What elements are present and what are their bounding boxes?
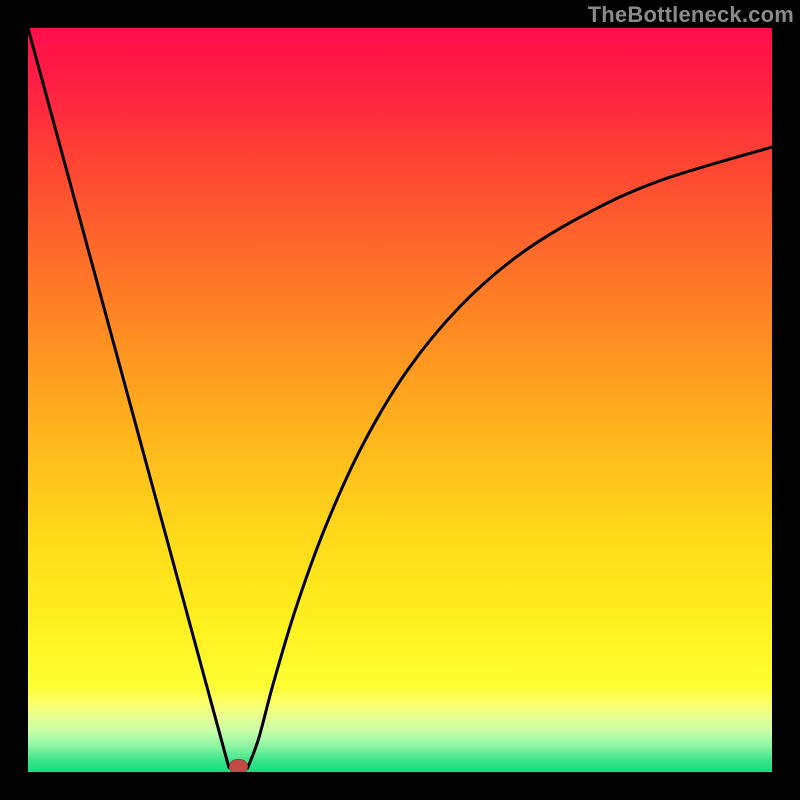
watermark-text: TheBottleneck.com xyxy=(588,2,794,28)
gradient-background xyxy=(28,28,772,772)
chart-frame: TheBottleneck.com xyxy=(0,0,800,800)
plot-area xyxy=(28,28,772,772)
valley-marker xyxy=(229,759,248,772)
